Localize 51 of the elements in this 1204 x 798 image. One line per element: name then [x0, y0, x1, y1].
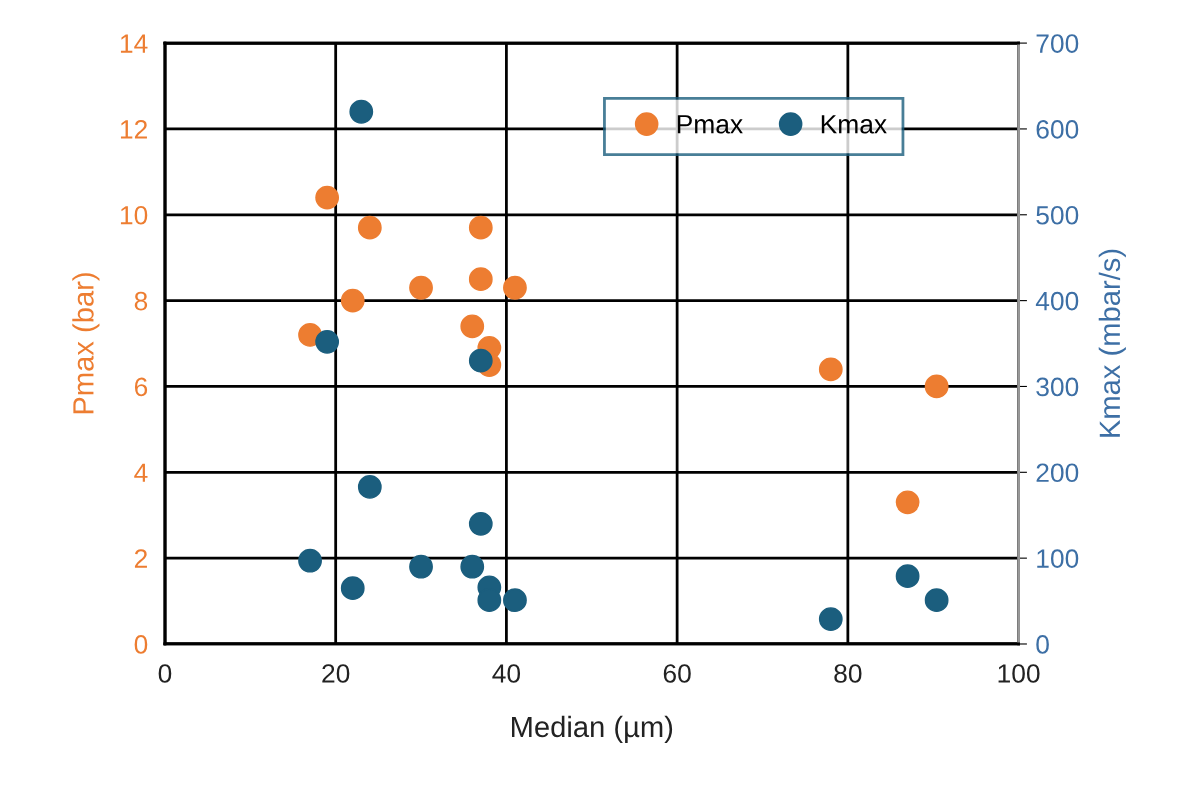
point	[357, 475, 382, 499]
point	[340, 576, 365, 601]
y-tick-label: 0	[134, 635, 148, 654]
point	[409, 275, 433, 300]
y-tick-label: 6	[134, 377, 148, 397]
y2-tick-label: 200	[1036, 463, 1079, 483]
y2-tick-label: 600	[1036, 120, 1079, 139]
point	[503, 588, 527, 613]
point	[468, 511, 493, 536]
y2-tick-label: 500	[1036, 205, 1079, 225]
y-tick-label: 8	[134, 291, 148, 311]
point	[409, 554, 433, 579]
y-tick-label: 4	[134, 463, 148, 482]
point	[895, 490, 920, 515]
y2-tick-label: 700	[1036, 34, 1079, 53]
y-tick-label: 2	[134, 549, 147, 568]
point	[924, 374, 949, 399]
point	[357, 215, 382, 240]
x-axis-title: Median (µm)	[512, 715, 673, 743]
x-tick-label: 40	[492, 664, 521, 683]
y2-tick-label: 0	[1036, 635, 1049, 654]
legend-label: Pmax	[677, 115, 743, 134]
point	[298, 548, 322, 573]
point	[818, 357, 843, 382]
point	[468, 348, 493, 373]
point	[340, 288, 365, 313]
point	[460, 314, 485, 339]
point	[315, 185, 340, 210]
point	[924, 588, 949, 613]
x-tick-label: 100	[998, 664, 1040, 683]
y2-tick-label: 400	[1035, 291, 1079, 311]
point	[349, 99, 374, 124]
point	[468, 215, 493, 240]
point	[468, 267, 493, 292]
y2-tick-label: 300	[1036, 377, 1079, 397]
y-tick-label: 12	[120, 120, 147, 139]
point	[460, 554, 485, 579]
y2-tick-label: 100	[1037, 549, 1079, 568]
x-tick-label: 80	[834, 664, 862, 683]
y2-axis-title: Kmax (mbar/s)	[1098, 249, 1126, 437]
point	[895, 564, 920, 589]
legend-label: Kmax	[821, 115, 887, 134]
y-tick-label: 14	[120, 34, 148, 53]
point	[818, 607, 843, 631]
y-axis-title: Pmax (bar)	[72, 273, 100, 414]
x-tick-label: 20	[322, 664, 350, 683]
point	[315, 329, 340, 354]
y-tick-label: 10	[120, 205, 148, 225]
point	[503, 275, 527, 300]
x-tick-label: 60	[663, 664, 691, 683]
x-tick-label: 0	[158, 664, 172, 683]
